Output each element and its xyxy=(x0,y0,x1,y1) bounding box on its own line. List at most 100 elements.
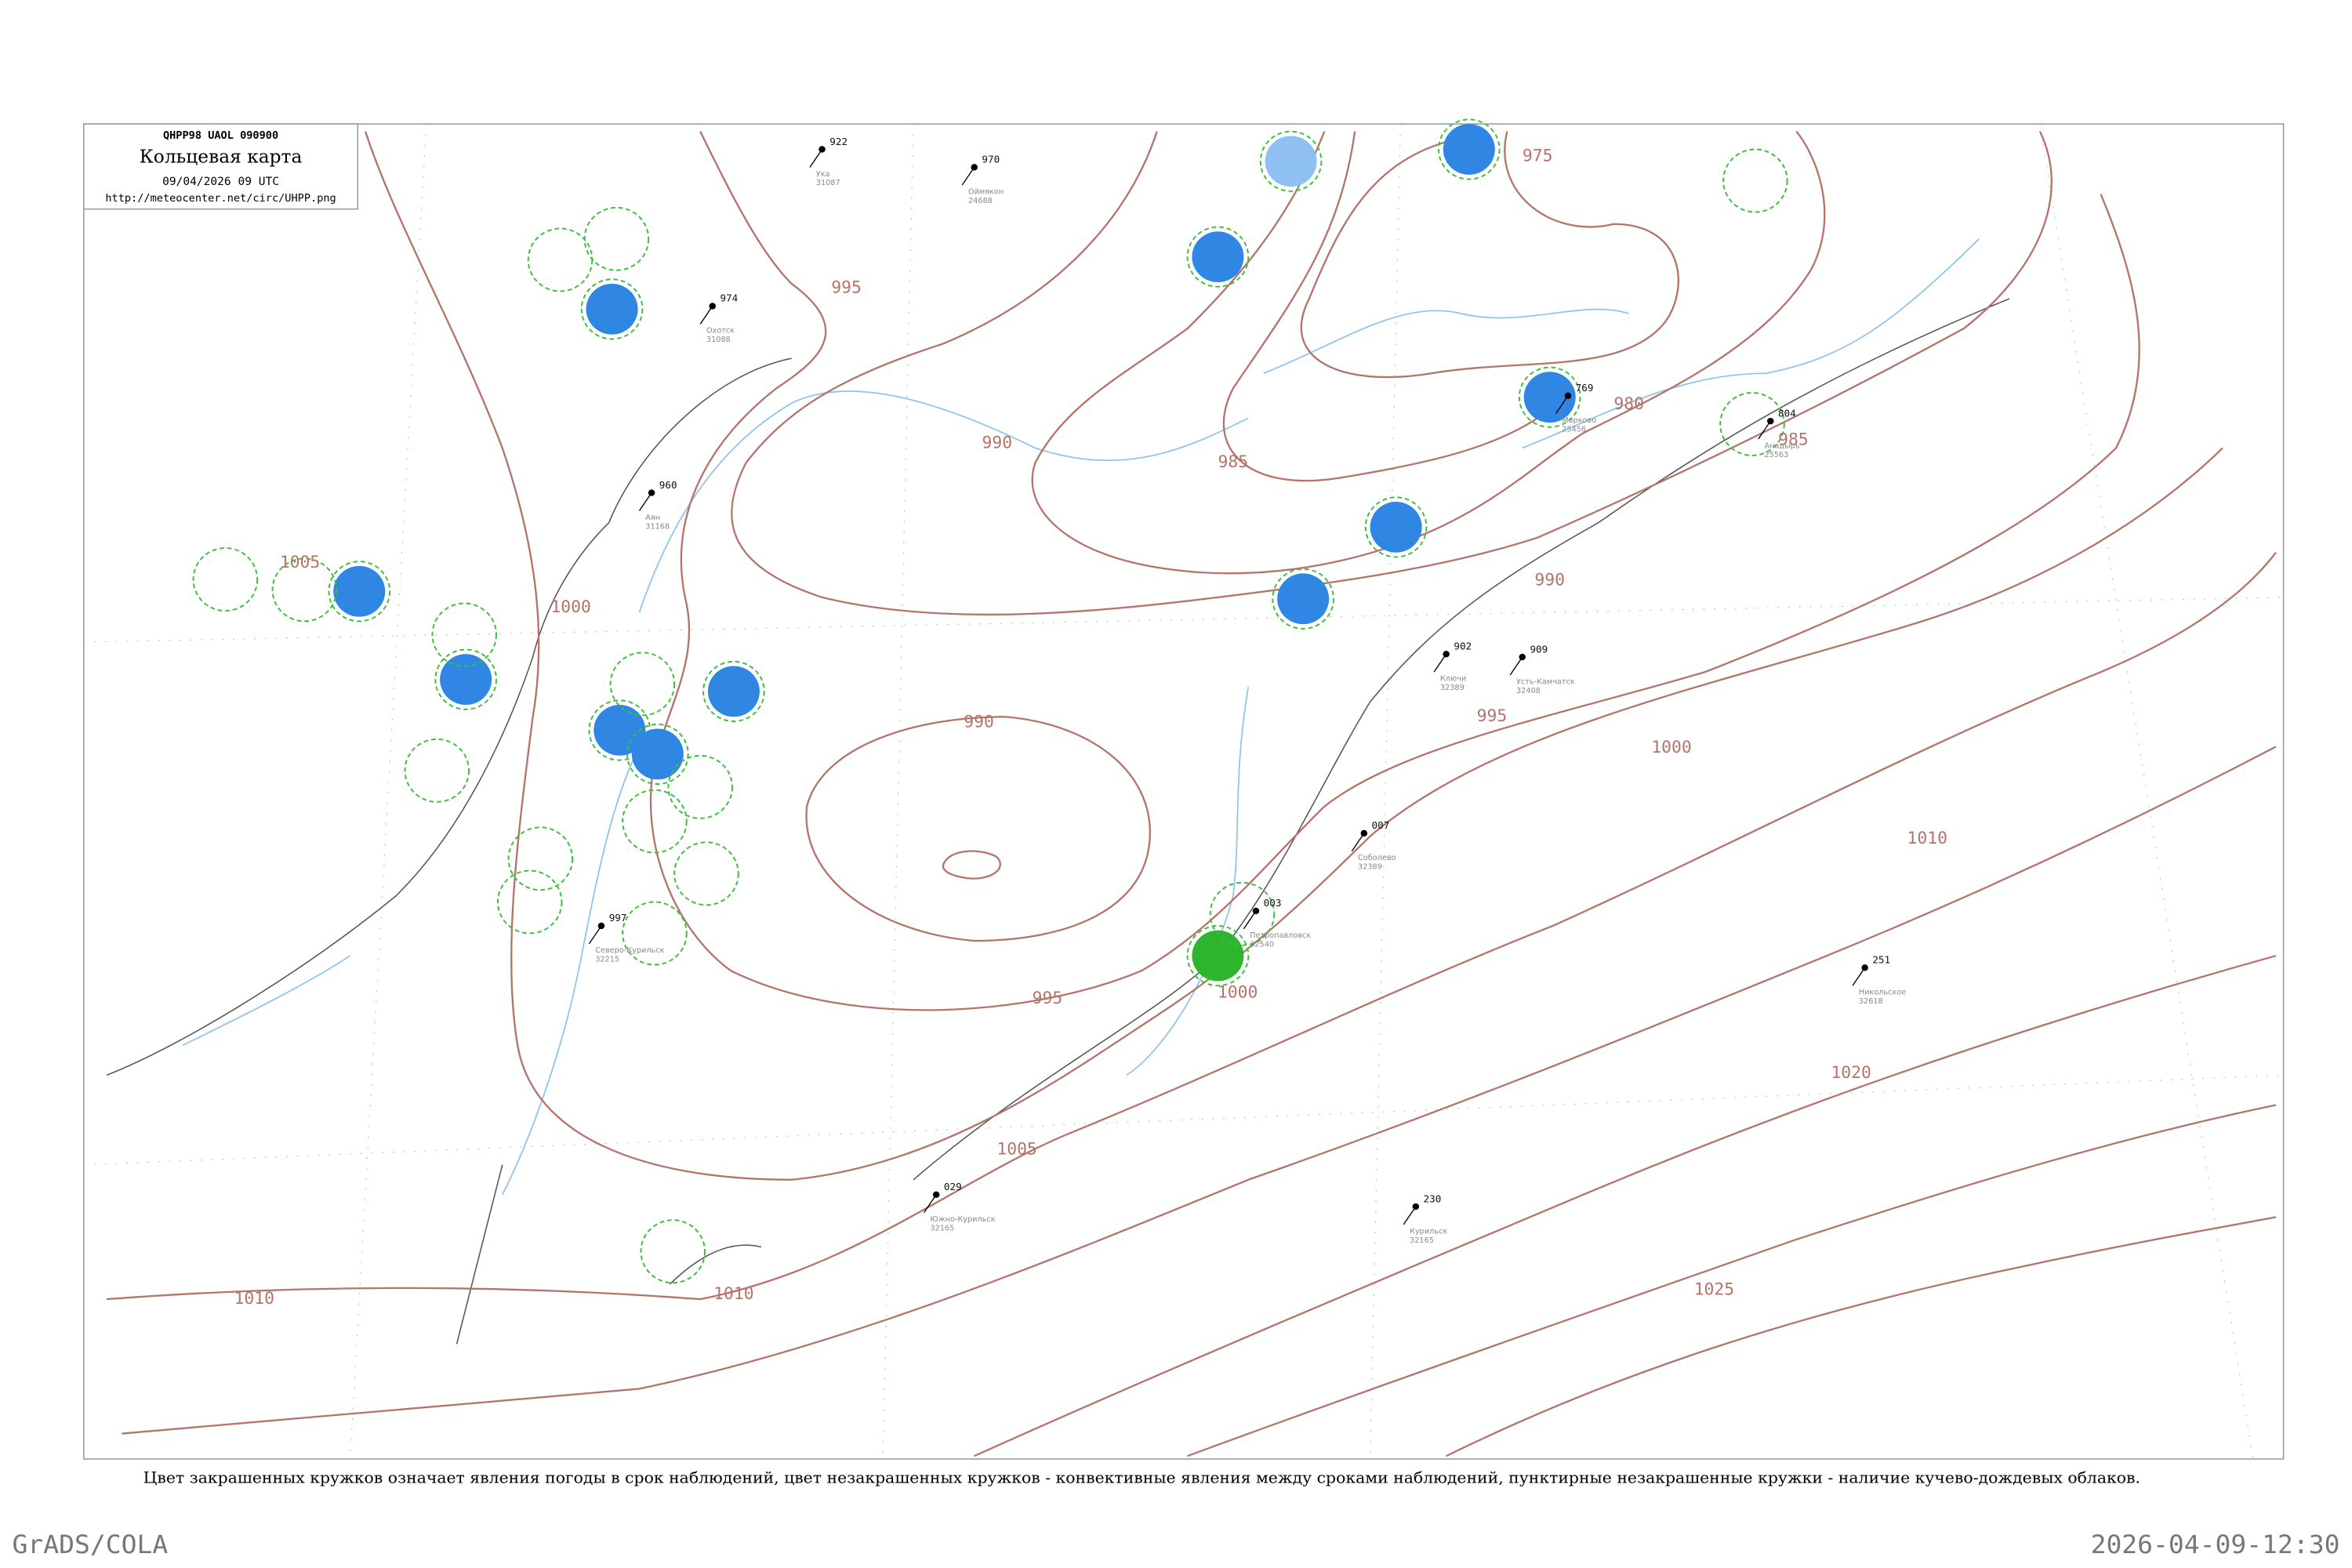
cb-ring xyxy=(640,1219,706,1284)
station-pressure: 003 xyxy=(1264,897,1282,909)
wind-barb xyxy=(699,306,713,325)
isobar-label: 1010 xyxy=(713,1283,753,1303)
isobar-label: 985 xyxy=(1778,430,1809,449)
station-index: 32618 xyxy=(1859,997,1883,1006)
station-index: 31088 xyxy=(706,336,731,344)
cb-ring xyxy=(192,547,259,612)
station-pressure: 922 xyxy=(829,136,848,147)
station-name: Аян xyxy=(645,514,660,522)
weather-circle xyxy=(1443,124,1495,175)
weather-circle xyxy=(707,666,760,717)
weather-circle xyxy=(1277,573,1330,625)
station-pressure: 251 xyxy=(1872,954,1890,966)
isobar-label: 980 xyxy=(1613,394,1644,413)
header-title: Кольцевая карта xyxy=(140,147,303,168)
station-index: 32540 xyxy=(1250,941,1274,949)
weather-circle xyxy=(631,728,684,780)
convective-ring xyxy=(1259,130,1323,192)
cb-ring xyxy=(622,789,688,854)
rivers xyxy=(182,238,1980,1196)
convective-ring xyxy=(434,648,497,710)
wind-barb xyxy=(924,1194,937,1214)
cb-ring xyxy=(1209,881,1276,946)
cb-ring xyxy=(673,841,739,906)
convective-ring xyxy=(1518,366,1581,428)
station-dot xyxy=(1861,964,1868,971)
isobars xyxy=(106,130,2277,1457)
convective-ring xyxy=(1437,118,1501,180)
cb-ring xyxy=(1719,392,1785,456)
isobar-label: 995 xyxy=(831,278,862,297)
isobar-label: 995 xyxy=(1477,706,1508,725)
wind-barb xyxy=(1403,1206,1417,1225)
isobar-labels: 975 980 985 985 990 990 990 995 995 995 1000 1000 10… xyxy=(234,146,1947,1308)
isobar-label: 990 xyxy=(964,712,994,731)
weather-circle xyxy=(1192,930,1244,982)
wind-barb xyxy=(1509,656,1523,676)
station-name: Ключи xyxy=(1440,675,1466,684)
weather-circle xyxy=(1523,372,1576,423)
isobar-label: 975 xyxy=(1523,146,1553,165)
cb-ring xyxy=(667,754,733,819)
wind-barb xyxy=(1351,833,1365,852)
station-name: Южно-Курильск xyxy=(930,1215,995,1224)
station-name: Охотск xyxy=(706,327,735,336)
isobar-label: 1005 xyxy=(996,1139,1036,1159)
isobar-label: 1010 xyxy=(234,1288,274,1308)
station-name: Северо-Курильск xyxy=(595,946,664,955)
wind-barb xyxy=(638,492,652,511)
cb-ring xyxy=(622,901,688,966)
isobar-label: 1005 xyxy=(280,552,320,572)
convective-ring xyxy=(580,278,644,340)
convective-ring xyxy=(1186,925,1250,987)
station-dot xyxy=(1564,392,1572,399)
wind-barb xyxy=(961,166,975,186)
station-name: Никольское xyxy=(1859,989,1906,997)
cb-ring xyxy=(431,602,497,667)
convective-ring xyxy=(328,561,391,622)
weather-circle xyxy=(1370,502,1422,553)
isobar-label: 1010 xyxy=(1907,828,1947,848)
station-name: Оймякон xyxy=(968,188,1004,197)
station-pressure: 902 xyxy=(1454,641,1472,652)
station-pressure: 769 xyxy=(1576,382,1594,394)
station-name: Соболево xyxy=(1358,854,1396,862)
station-index: 32389 xyxy=(1440,684,1465,692)
weather-circle xyxy=(1265,136,1317,187)
station-name: Анадырь xyxy=(1764,442,1800,451)
convective-ring xyxy=(702,660,765,722)
cb-ring xyxy=(404,738,470,803)
weather-circle xyxy=(333,565,386,617)
station-index: 32408 xyxy=(1516,687,1541,695)
station-pressure: 970 xyxy=(982,154,1000,165)
map-frame xyxy=(83,123,2285,1460)
station-name: Петропавловск xyxy=(1250,931,1311,940)
isobar-label: 1000 xyxy=(1651,737,1691,757)
header-datetime: 09/04/2026 09 UTC xyxy=(162,176,279,188)
station-dot xyxy=(1443,651,1450,658)
isobar-label: 1020 xyxy=(1831,1062,1871,1082)
station-index: 25456 xyxy=(1562,426,1586,434)
station-index: 32165 xyxy=(930,1225,954,1233)
weather-circle xyxy=(593,705,646,756)
wind-barb xyxy=(1243,910,1257,930)
footer-right: 2026-04-09-12:30 xyxy=(2091,1530,2340,1559)
caption: Цвет закрашенных кружков означает явлени… xyxy=(143,1468,2140,1487)
station-index: 24688 xyxy=(968,197,993,205)
station-pressure: 997 xyxy=(609,912,627,924)
weather-circle xyxy=(440,654,492,706)
isobar-label: 990 xyxy=(982,433,1013,452)
station-pressure: 960 xyxy=(659,479,677,491)
weather-circle xyxy=(586,283,638,335)
cb-ring xyxy=(496,869,563,935)
station-index: 31168 xyxy=(645,522,670,531)
